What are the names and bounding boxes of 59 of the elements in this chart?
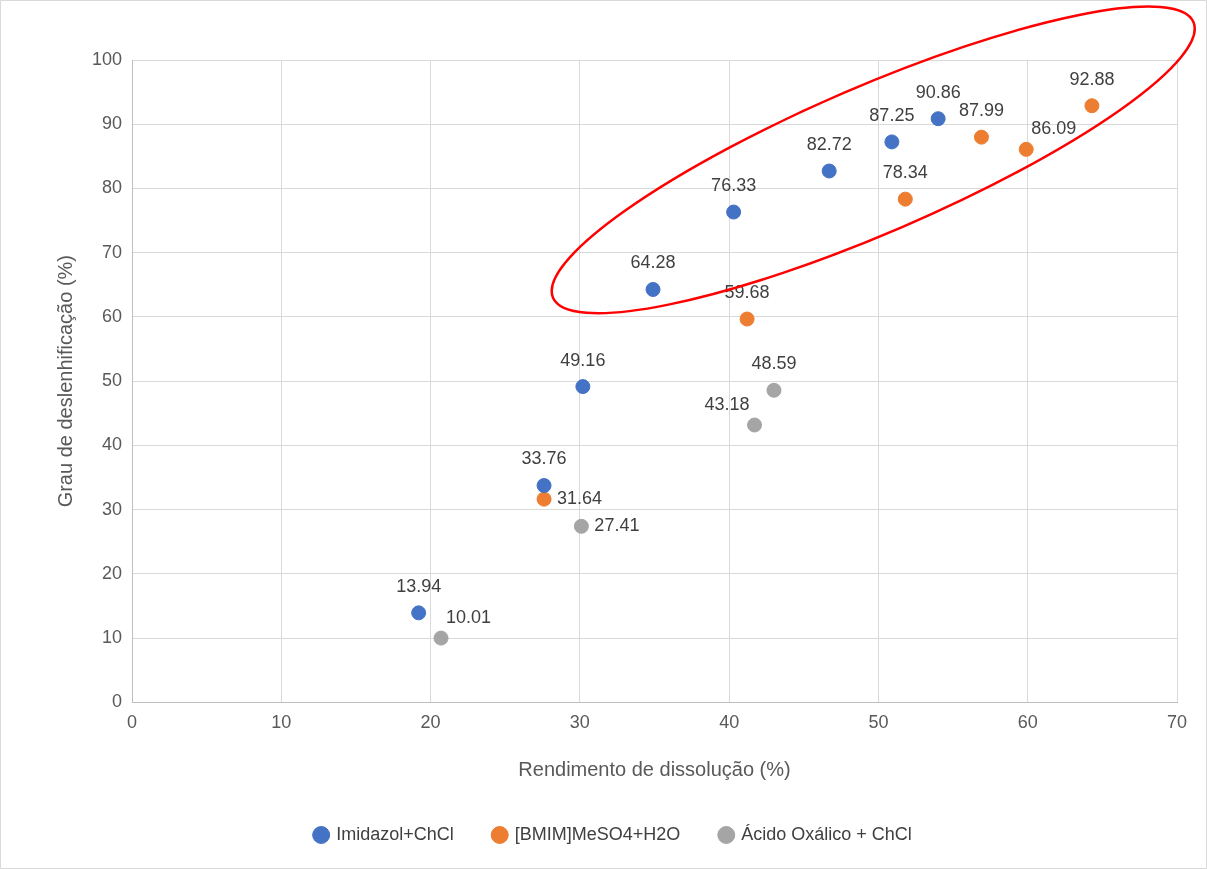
point [884, 134, 900, 150]
data-label: 76.33 [711, 175, 757, 196]
point [1084, 98, 1100, 114]
point [411, 605, 427, 621]
legend-label: [BMIM]MeSO4+H2O [514, 823, 681, 844]
y-axis-title: Grau de deslenhificação (%) [53, 255, 76, 508]
data-label: 48.59 [751, 353, 797, 374]
x-tick-label: 30 [569, 712, 590, 733]
x-tick-label: 20 [420, 712, 441, 733]
y-tick-label: 100 [91, 48, 123, 69]
point [821, 163, 837, 179]
x-tick-label: 10 [271, 712, 292, 733]
x-tick-label: 70 [1166, 712, 1188, 733]
y-tick-label: 70 [102, 241, 123, 262]
y-tick-label: 60 [102, 305, 123, 326]
point [575, 379, 591, 395]
data-label: 82.72 [806, 133, 852, 154]
data-label: 49.16 [560, 349, 606, 370]
point [433, 630, 449, 646]
point [645, 281, 661, 297]
point [1018, 141, 1034, 157]
y-tick-label: 90 [102, 113, 123, 134]
point [930, 111, 946, 127]
y-tick-label: 40 [102, 434, 123, 455]
data-label: 27.41 [594, 515, 640, 536]
data-label: 13.94 [396, 575, 442, 596]
point [973, 129, 989, 145]
x-tick-label: 0 [127, 712, 138, 733]
data-label: 64.28 [630, 252, 676, 273]
point [897, 191, 913, 207]
legend-label: Imidazol+ChCl [336, 823, 454, 844]
point [726, 204, 742, 220]
x-tick-label: 50 [868, 712, 889, 733]
point [739, 311, 755, 327]
point [747, 417, 763, 433]
y-tick-label: 50 [102, 370, 123, 391]
data-label: 10.01 [446, 607, 492, 628]
data-label: 78.34 [882, 162, 928, 183]
y-tick-label: 10 [102, 627, 123, 648]
y-tick-label: 20 [102, 562, 123, 583]
point [536, 478, 552, 494]
data-label: 92.88 [1069, 68, 1115, 89]
x-tick-label: 40 [719, 712, 740, 733]
point [766, 382, 782, 398]
data-label: 31.64 [557, 488, 603, 509]
data-label: 87.99 [958, 100, 1004, 121]
y-tick-label: 0 [112, 691, 123, 712]
x-tick-label: 60 [1017, 712, 1038, 733]
legend-label: Ácido Oxálico + ChCl [741, 823, 912, 844]
y-tick-label: 80 [102, 177, 123, 198]
y-tick-label: 30 [102, 498, 123, 519]
data-label: 43.18 [704, 393, 750, 414]
data-label: 90.86 [915, 81, 961, 102]
data-label: 86.09 [1031, 118, 1077, 139]
data-label: 87.25 [869, 104, 915, 125]
data-label: 33.76 [521, 448, 567, 469]
point [573, 518, 589, 534]
x-axis-title: Rendimento de dissolução (%) [518, 757, 791, 780]
point [536, 491, 552, 507]
